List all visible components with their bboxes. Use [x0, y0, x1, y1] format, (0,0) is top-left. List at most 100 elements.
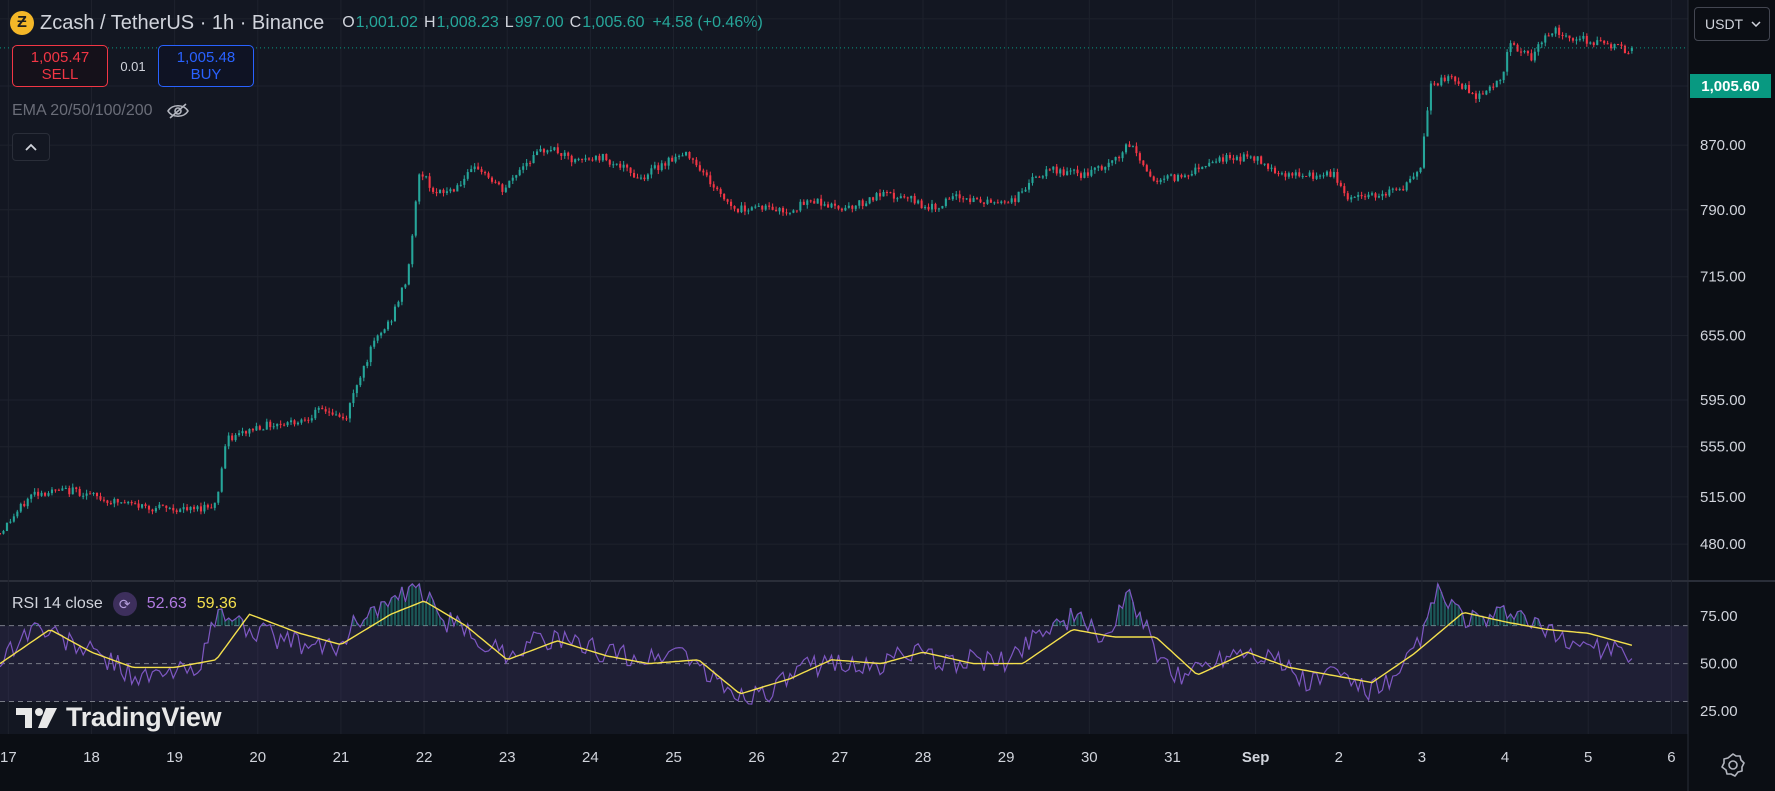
candle [12, 513, 15, 523]
candle-body [747, 210, 750, 212]
candle-body [286, 422, 289, 426]
candle [563, 150, 566, 159]
candle-body [1190, 173, 1193, 176]
candle [123, 499, 126, 504]
candle-body [272, 426, 275, 428]
candle [1138, 151, 1141, 164]
candle [497, 181, 500, 186]
collapse-legend-button[interactable] [12, 133, 50, 161]
sell-button[interactable]: 1,005.47 SELL [12, 45, 108, 87]
candle [387, 319, 390, 332]
candle-body [99, 496, 102, 500]
candle-body [979, 199, 982, 203]
candle [1554, 26, 1557, 37]
candle [1461, 82, 1464, 90]
candle [272, 422, 275, 430]
candle-body [820, 198, 823, 206]
candle [892, 189, 895, 203]
candle [1124, 143, 1128, 155]
candle-body [324, 409, 327, 412]
candle-body [702, 170, 705, 173]
candle [903, 194, 906, 199]
candle [95, 492, 99, 500]
candle-body [231, 435, 234, 441]
candle-body [1180, 174, 1183, 178]
time-tick-label: 24 [582, 749, 599, 766]
candle [438, 189, 442, 194]
candle [986, 196, 989, 205]
candle [1523, 49, 1526, 54]
symbol-title[interactable]: Zcash / TetherUS · 1h · Binance [40, 11, 325, 34]
candle-body [1492, 86, 1495, 88]
candle [830, 202, 833, 209]
candle [567, 151, 570, 160]
candle [418, 173, 421, 205]
candle-body [1232, 158, 1235, 160]
candle-body [1315, 175, 1318, 179]
candle [1312, 169, 1315, 182]
candle-body [1138, 153, 1141, 161]
candle-body [626, 164, 629, 168]
candle-body [816, 198, 819, 204]
rsi-legend[interactable]: RSI 14 close ⟳ 52.63 59.36 [12, 592, 237, 616]
candle-body [781, 207, 785, 213]
candle-body [740, 205, 743, 213]
candle [716, 185, 719, 191]
candle [1509, 40, 1512, 56]
candle-body [1034, 176, 1037, 178]
candle [317, 406, 320, 414]
candle-body [1467, 84, 1471, 93]
eye-off-icon[interactable] [166, 103, 189, 119]
candle [1208, 158, 1211, 167]
candle [89, 490, 92, 495]
candle [993, 201, 996, 205]
candle [927, 203, 930, 212]
candle-body [23, 503, 26, 507]
candle-body [95, 492, 99, 497]
candle-body [1208, 162, 1211, 166]
candle-body [92, 492, 95, 494]
candle [373, 337, 376, 349]
candle-body [570, 155, 573, 163]
candle-body [553, 147, 556, 151]
candle [182, 503, 185, 513]
candle [1273, 165, 1277, 175]
candle [660, 160, 663, 172]
candle [1492, 83, 1495, 91]
candle [698, 161, 701, 172]
candle [1630, 46, 1633, 54]
time-tick-label: 27 [831, 749, 848, 766]
candle [750, 206, 753, 211]
tradingview-watermark[interactable]: TradingView [16, 702, 222, 733]
candle [151, 508, 154, 515]
candle-body [982, 202, 986, 204]
candle-body [972, 198, 975, 203]
buy-button[interactable]: 1,005.48 BUY [158, 45, 254, 87]
candle-body [497, 182, 500, 185]
candle [352, 389, 355, 407]
candle [979, 196, 982, 204]
candle [664, 161, 667, 170]
candle [324, 406, 327, 414]
candle-body [75, 487, 78, 489]
candle-body [688, 151, 691, 159]
candle [449, 187, 452, 194]
candle [1010, 195, 1013, 205]
candle-body [109, 502, 112, 504]
candle [1450, 74, 1453, 80]
candle-body [369, 346, 372, 363]
candle-body [698, 165, 701, 171]
candle [1062, 166, 1065, 177]
candle [147, 504, 151, 514]
candle [723, 193, 726, 201]
candle [345, 415, 348, 421]
currency-select[interactable]: USDT [1694, 7, 1770, 41]
candle-body [924, 206, 927, 209]
ema-legend[interactable]: EMA 20/50/100/200 [12, 102, 189, 120]
candle [913, 193, 916, 205]
refresh-icon[interactable]: ⟳ [112, 592, 137, 616]
candle [1131, 145, 1134, 148]
candle-body [494, 181, 497, 183]
settings-gear-icon[interactable] [1720, 752, 1746, 778]
